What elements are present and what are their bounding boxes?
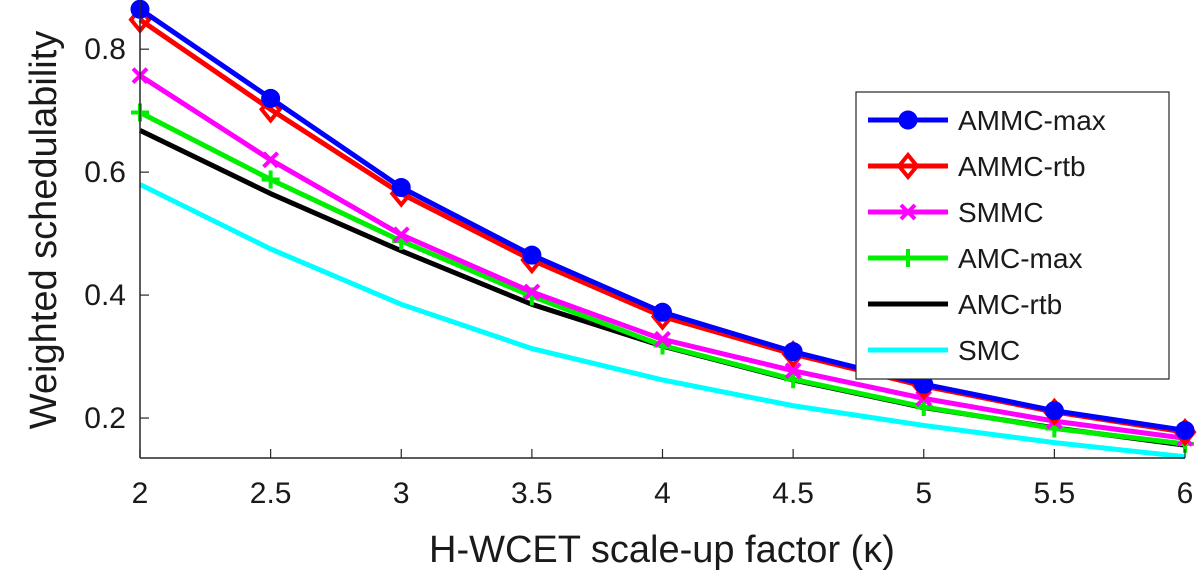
legend-box [855,91,1170,380]
data-point [1044,401,1064,421]
x-tick-label: 3 [393,477,410,510]
data-point [522,245,542,265]
data-point [261,170,280,189]
data-point [654,330,671,348]
data-point [784,362,802,380]
legend: AMMC-max AMMC-rtb SMMC AMC-max AMC-rtb SMC [855,91,1170,380]
legend-entry-smmc: SMMC [868,197,1044,228]
data-point [783,342,803,362]
legend-label: AMC-max [958,243,1082,274]
series-line [138,182,1186,460]
legend-marker [899,203,917,221]
legend-marker [896,151,920,181]
data-point [259,95,283,124]
legend-label: AMMC-rtb [958,151,1086,182]
y-ticks: 0.2 0.4 0.6 0.8 [84,33,149,435]
y-axis-label: Weighted schedulability [23,31,65,430]
data-point [392,226,410,244]
data-point [653,302,672,322]
x-tick-label: 5 [915,477,932,510]
x-tick-label: 6 [1177,477,1194,510]
y-tick-label: 0.4 [84,279,126,312]
legend-entry-smc: SMC [868,335,1020,366]
legend-entry-ammc-rtb: AMMC-rtb [868,151,1086,182]
x-tick-label: 4 [654,477,671,510]
legend-entry-amc-rtb: AMC-rtb [868,289,1062,320]
x-tick-label: 2.5 [250,477,292,510]
y-tick-label: 0.6 [84,156,126,189]
legend-label: AMC-rtb [958,289,1062,320]
x-tick-label: 4.5 [772,477,814,510]
y-tick-label: 0.8 [84,33,126,66]
data-point [391,178,411,198]
legend-label: SMC [958,335,1020,366]
x-tick-label: 5.5 [1034,477,1076,510]
series-layer [128,0,1197,460]
series-smc [138,182,1186,460]
x-ticks: 2 2.5 3 3.5 4 4.5 5 5.5 6 [132,449,1194,510]
data-point [1175,420,1195,440]
legend-marker [899,249,917,267]
legend-entry-amc-max: AMC-max [868,243,1082,274]
legend-label: SMMC [958,197,1044,228]
legend-marker [898,110,918,130]
data-point [261,88,281,108]
data-point [523,283,541,301]
x-tick-label: 2 [132,477,149,510]
legend-entry-ammc-max: AMMC-max [868,105,1106,136]
data-point [262,151,280,169]
y-tick-label: 0.2 [84,402,126,435]
x-tick-label: 3.5 [511,477,553,510]
x-axis-label: H-WCET scale-up factor (κ) [429,529,895,571]
legend-label: AMMC-max [958,105,1106,136]
